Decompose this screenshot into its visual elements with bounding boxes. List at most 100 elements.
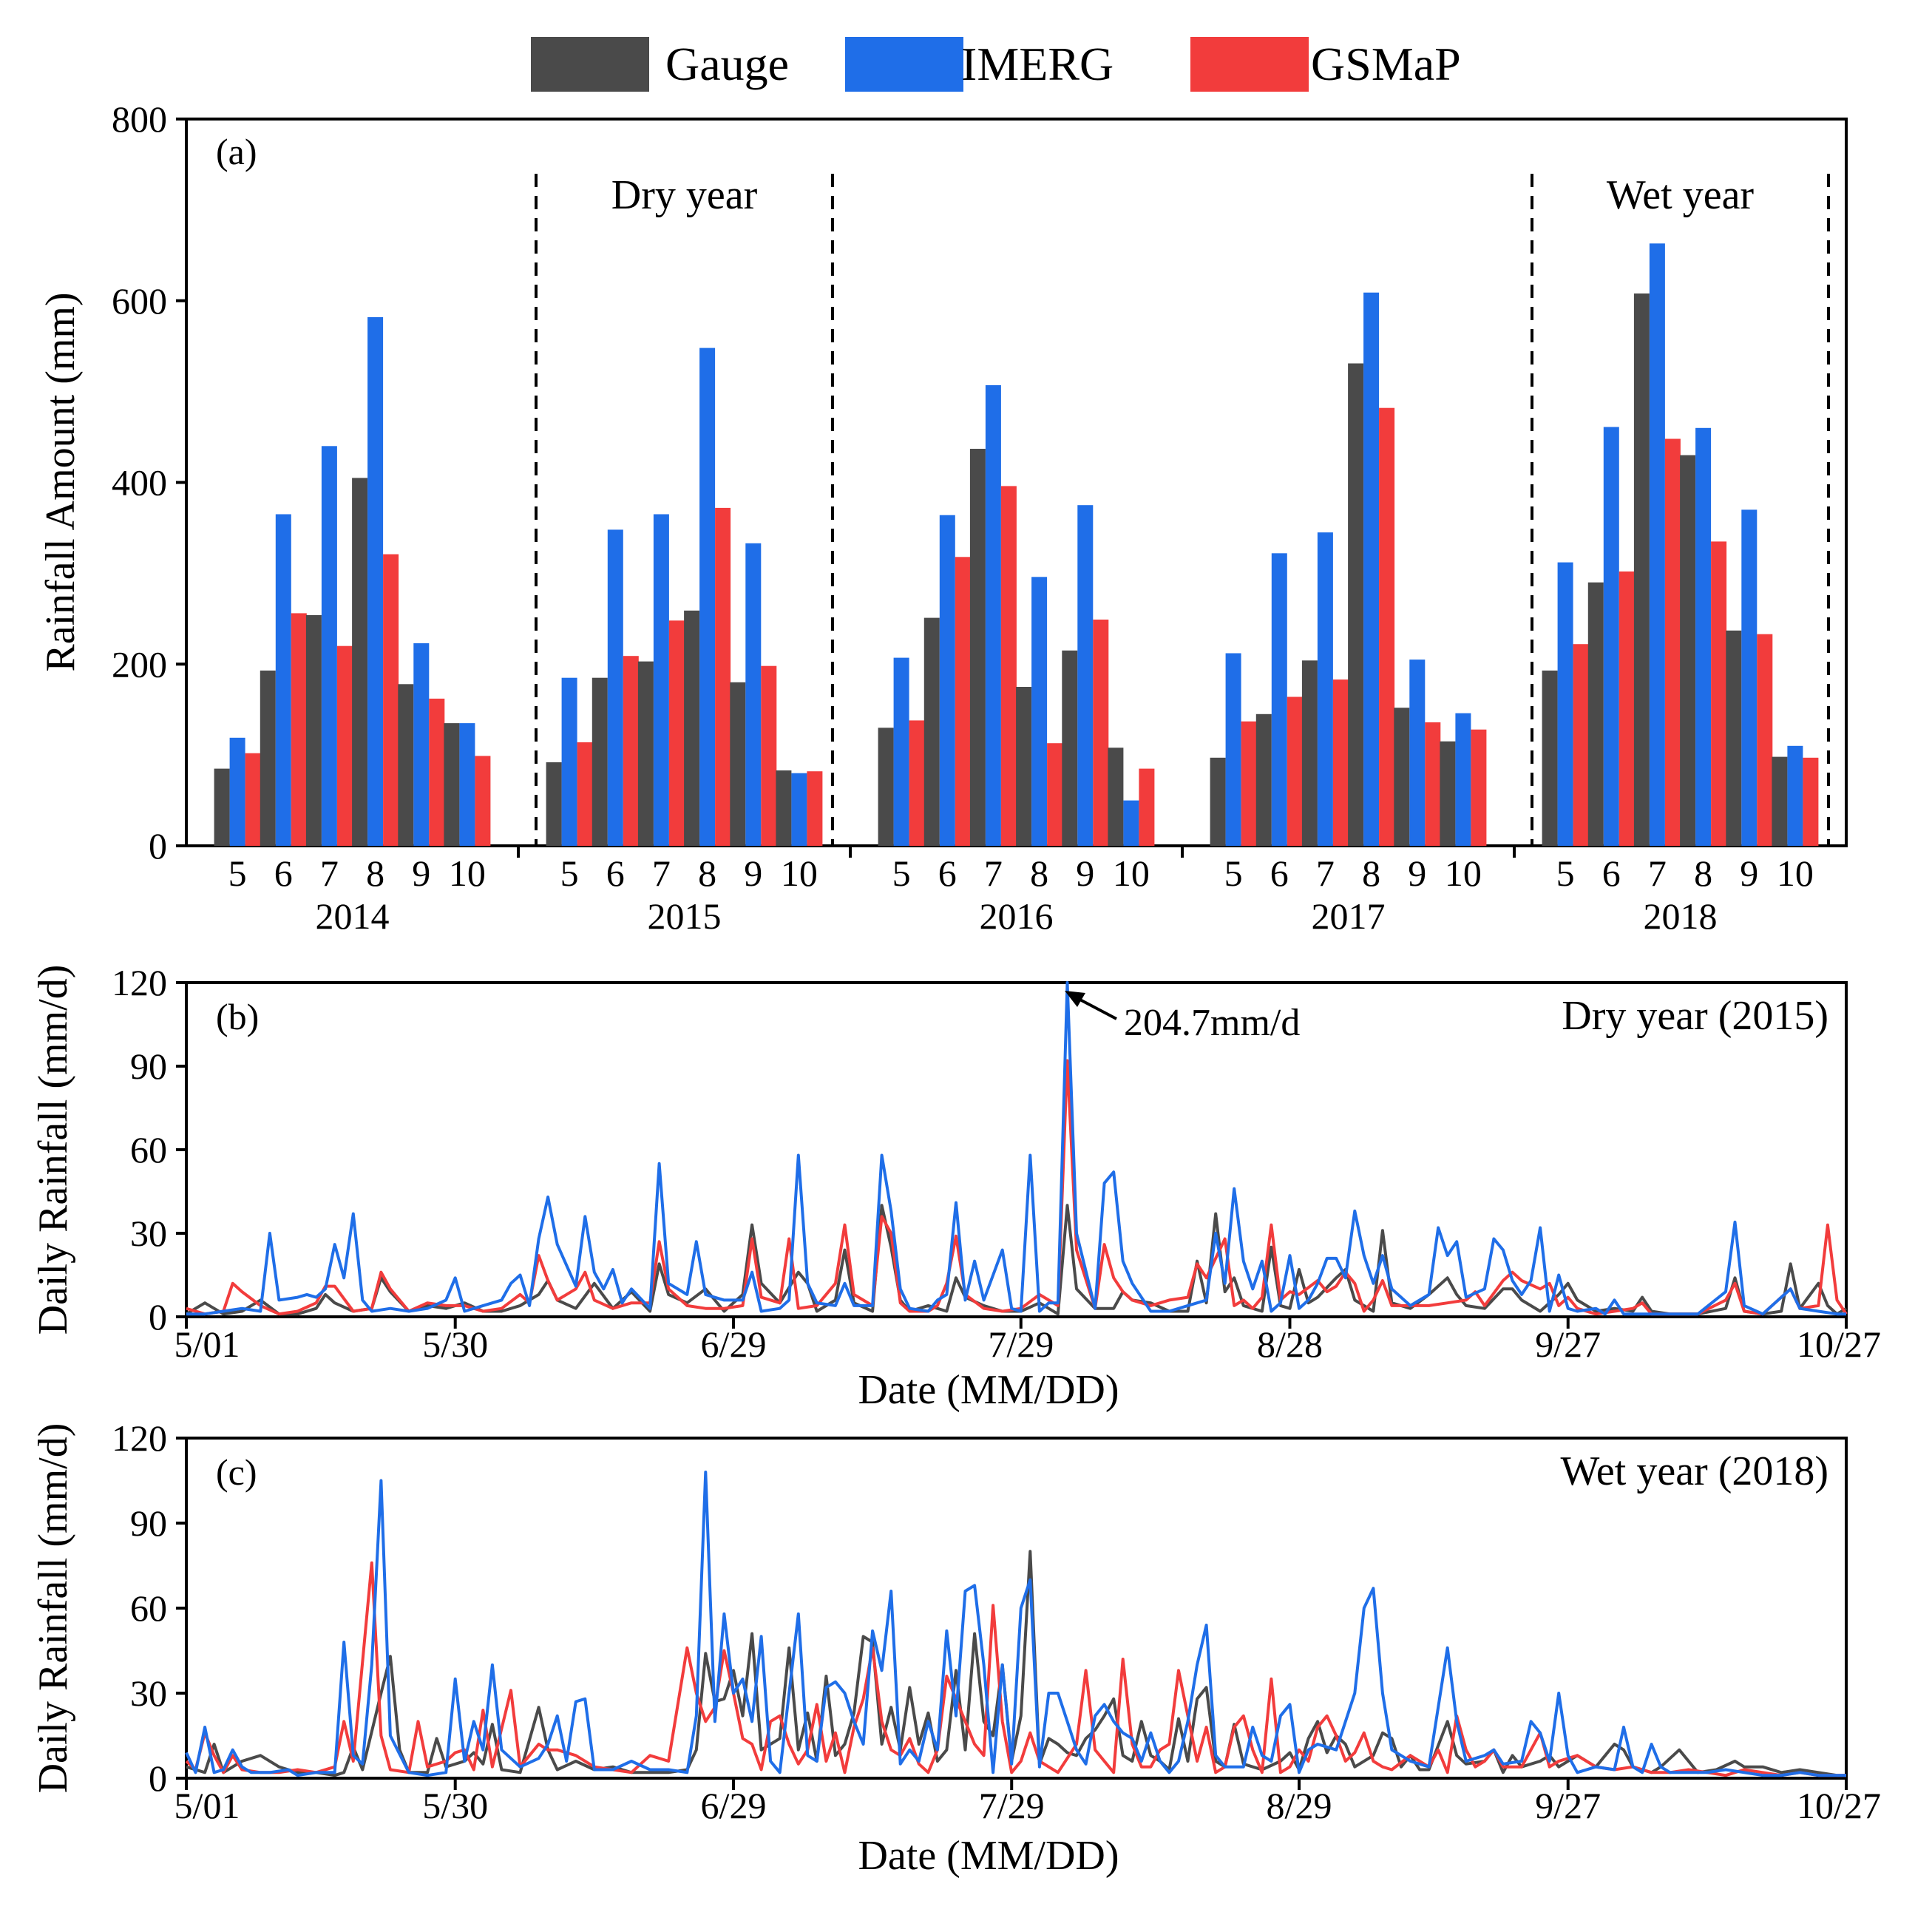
bar-2014-m10-gauge xyxy=(444,723,460,846)
x-tick-label: 9/27 xyxy=(1535,1785,1601,1826)
y-tick-label: 120 xyxy=(112,962,167,1003)
bar-2015-m9-gsmap xyxy=(761,665,777,846)
panel-c-title: Wet year (2018) xyxy=(1561,1448,1828,1494)
bar-2018-m7-gsmap xyxy=(1664,438,1681,846)
bar-2017-m8-gsmap xyxy=(1379,407,1395,846)
x-tick-label-month: 9 xyxy=(1076,852,1094,894)
bar-2014-m5-imerg xyxy=(229,737,245,846)
y-tick-label: 200 xyxy=(112,643,167,685)
x-tick-label-month: 7 xyxy=(320,852,339,894)
bar-2015-m7-gauge xyxy=(637,661,654,846)
bar-2014-m9-gsmap xyxy=(429,698,445,846)
panel-a-year-regions: Dry year Wet year xyxy=(535,172,1830,846)
x-tick-label-month: 10 xyxy=(449,852,486,894)
bar-2016-m8-imerg xyxy=(1031,577,1048,846)
bar-2017-m8-gauge xyxy=(1348,363,1364,846)
bar-2015-m7-imerg xyxy=(653,514,669,846)
bar-2014-m9-imerg xyxy=(413,643,430,846)
y-tick-label: 400 xyxy=(112,462,167,504)
x-tick-label-month: 8 xyxy=(698,852,716,894)
series-line-imerg xyxy=(185,1471,1846,1777)
bar-2017-m10-gauge xyxy=(1440,741,1456,846)
bar-2017-m10-imerg xyxy=(1455,713,1471,846)
y-tick-label: 0 xyxy=(149,1296,167,1338)
bar-2016-m6-imerg xyxy=(939,515,955,846)
bar-2016-m9-gauge xyxy=(1062,650,1078,846)
x-tick-label-month: 10 xyxy=(1777,852,1814,894)
annotation-arrow-line xyxy=(1075,996,1117,1020)
bar-2015-m9-gauge xyxy=(730,682,746,846)
x-tick-label-month: 8 xyxy=(1694,852,1712,894)
bar-2017-m7-gauge xyxy=(1301,660,1318,846)
bar-2018-m8-imerg xyxy=(1695,427,1712,846)
region-label-dry-year: Dry year xyxy=(611,172,758,218)
bar-2018-m8-gauge xyxy=(1680,455,1696,846)
x-tick-label-month: 7 xyxy=(984,852,1003,894)
bar-2018-m10-gsmap xyxy=(1803,757,1819,846)
bar-2015-m10-gauge xyxy=(776,770,792,846)
y-tick-label: 90 xyxy=(130,1502,167,1544)
x-tick-label: 9/27 xyxy=(1535,1323,1601,1365)
x-tick-label: 8/29 xyxy=(1267,1785,1332,1826)
panel-a-y-axis-title: Rainfall Amount (mm) xyxy=(38,292,84,671)
bar-2018-m7-gauge xyxy=(1633,293,1650,846)
bar-2016-m7-gsmap xyxy=(1000,486,1017,846)
x-tick-label-month: 5 xyxy=(1556,852,1575,894)
x-tick-label-month: 10 xyxy=(1113,852,1150,894)
x-group-label-2014: 2014 xyxy=(316,895,390,937)
bar-2018-m5-gsmap xyxy=(1573,644,1589,846)
x-tick-label-month: 7 xyxy=(1648,852,1667,894)
x-tick-label-month: 5 xyxy=(892,852,911,894)
x-tick-label-month: 5 xyxy=(228,852,247,894)
bar-2017-m5-gauge xyxy=(1210,757,1226,846)
y-tick-label: 0 xyxy=(149,1757,167,1799)
bar-2016-m9-imerg xyxy=(1077,505,1094,846)
legend: Gauge IMERG GSMaP xyxy=(531,37,1461,92)
bar-2015-m10-gsmap xyxy=(807,771,823,846)
series-line-imerg xyxy=(186,981,1846,1316)
bar-2014-m8-gsmap xyxy=(383,554,399,846)
bar-2015-m5-gauge xyxy=(546,762,562,846)
bar-2018-m6-gsmap xyxy=(1619,571,1635,846)
x-tick-label-month: 6 xyxy=(1602,852,1621,894)
bar-2014-m6-gauge xyxy=(260,670,276,846)
bar-2016-m5-imerg xyxy=(893,657,909,846)
bar-2015-m5-gsmap xyxy=(577,742,593,846)
bar-2014-m6-imerg xyxy=(275,514,291,846)
panel-b-series xyxy=(185,981,1848,1316)
panel-b-label: (b) xyxy=(216,996,259,1037)
x-tick-label-month: 5 xyxy=(560,852,579,894)
panel-a-bars xyxy=(214,243,1819,847)
bar-2018-m7-imerg xyxy=(1649,243,1665,846)
x-tick-label-month: 7 xyxy=(1316,852,1335,894)
bar-2017-m9-imerg xyxy=(1409,660,1426,846)
bar-2015-m8-gauge xyxy=(684,610,700,846)
annotation-arrow-head xyxy=(1065,991,1085,1007)
bar-2017-m9-gauge xyxy=(1394,708,1410,846)
panel-a-label: (a) xyxy=(216,131,257,172)
bar-2015-m7-gsmap xyxy=(668,620,685,846)
x-group-label-2016: 2016 xyxy=(980,895,1054,937)
bar-2016-m7-gauge xyxy=(969,449,986,846)
x-tick-label-month: 9 xyxy=(744,852,762,894)
legend-label-gsmap: GSMaP xyxy=(1311,38,1461,90)
bar-2014-m7-gauge xyxy=(305,614,322,846)
bar-2014-m5-gauge xyxy=(214,768,230,846)
x-tick-label: 10/27 xyxy=(1797,1323,1881,1365)
bar-2015-m6-imerg xyxy=(607,529,623,846)
bar-2016-m7-imerg xyxy=(985,385,1001,846)
series-line-gsmap xyxy=(185,1561,1846,1777)
y-tick-label: 30 xyxy=(130,1213,167,1254)
bar-2016-m8-gauge xyxy=(1016,687,1032,846)
x-tick-label: 10/27 xyxy=(1797,1785,1881,1826)
x-tick-label: 5/01 xyxy=(174,1785,240,1826)
bar-2015-m10-imerg xyxy=(791,773,807,846)
x-tick-label: 7/29 xyxy=(979,1785,1045,1826)
x-tick-label-month: 10 xyxy=(781,852,818,894)
bar-2016-m5-gsmap xyxy=(909,720,925,846)
y-tick-label: 90 xyxy=(130,1045,167,1087)
panel-b-axes: 0 30 60 90 120 5/01 5/30 6/29 7/29 8/28 9/27 10/27 xyxy=(112,962,1881,1365)
bar-2014-m8-imerg xyxy=(367,316,384,846)
panel-a-monthly-bars: (a) Rainfall Amount (mm) Dry year Wet yea… xyxy=(38,98,1848,937)
